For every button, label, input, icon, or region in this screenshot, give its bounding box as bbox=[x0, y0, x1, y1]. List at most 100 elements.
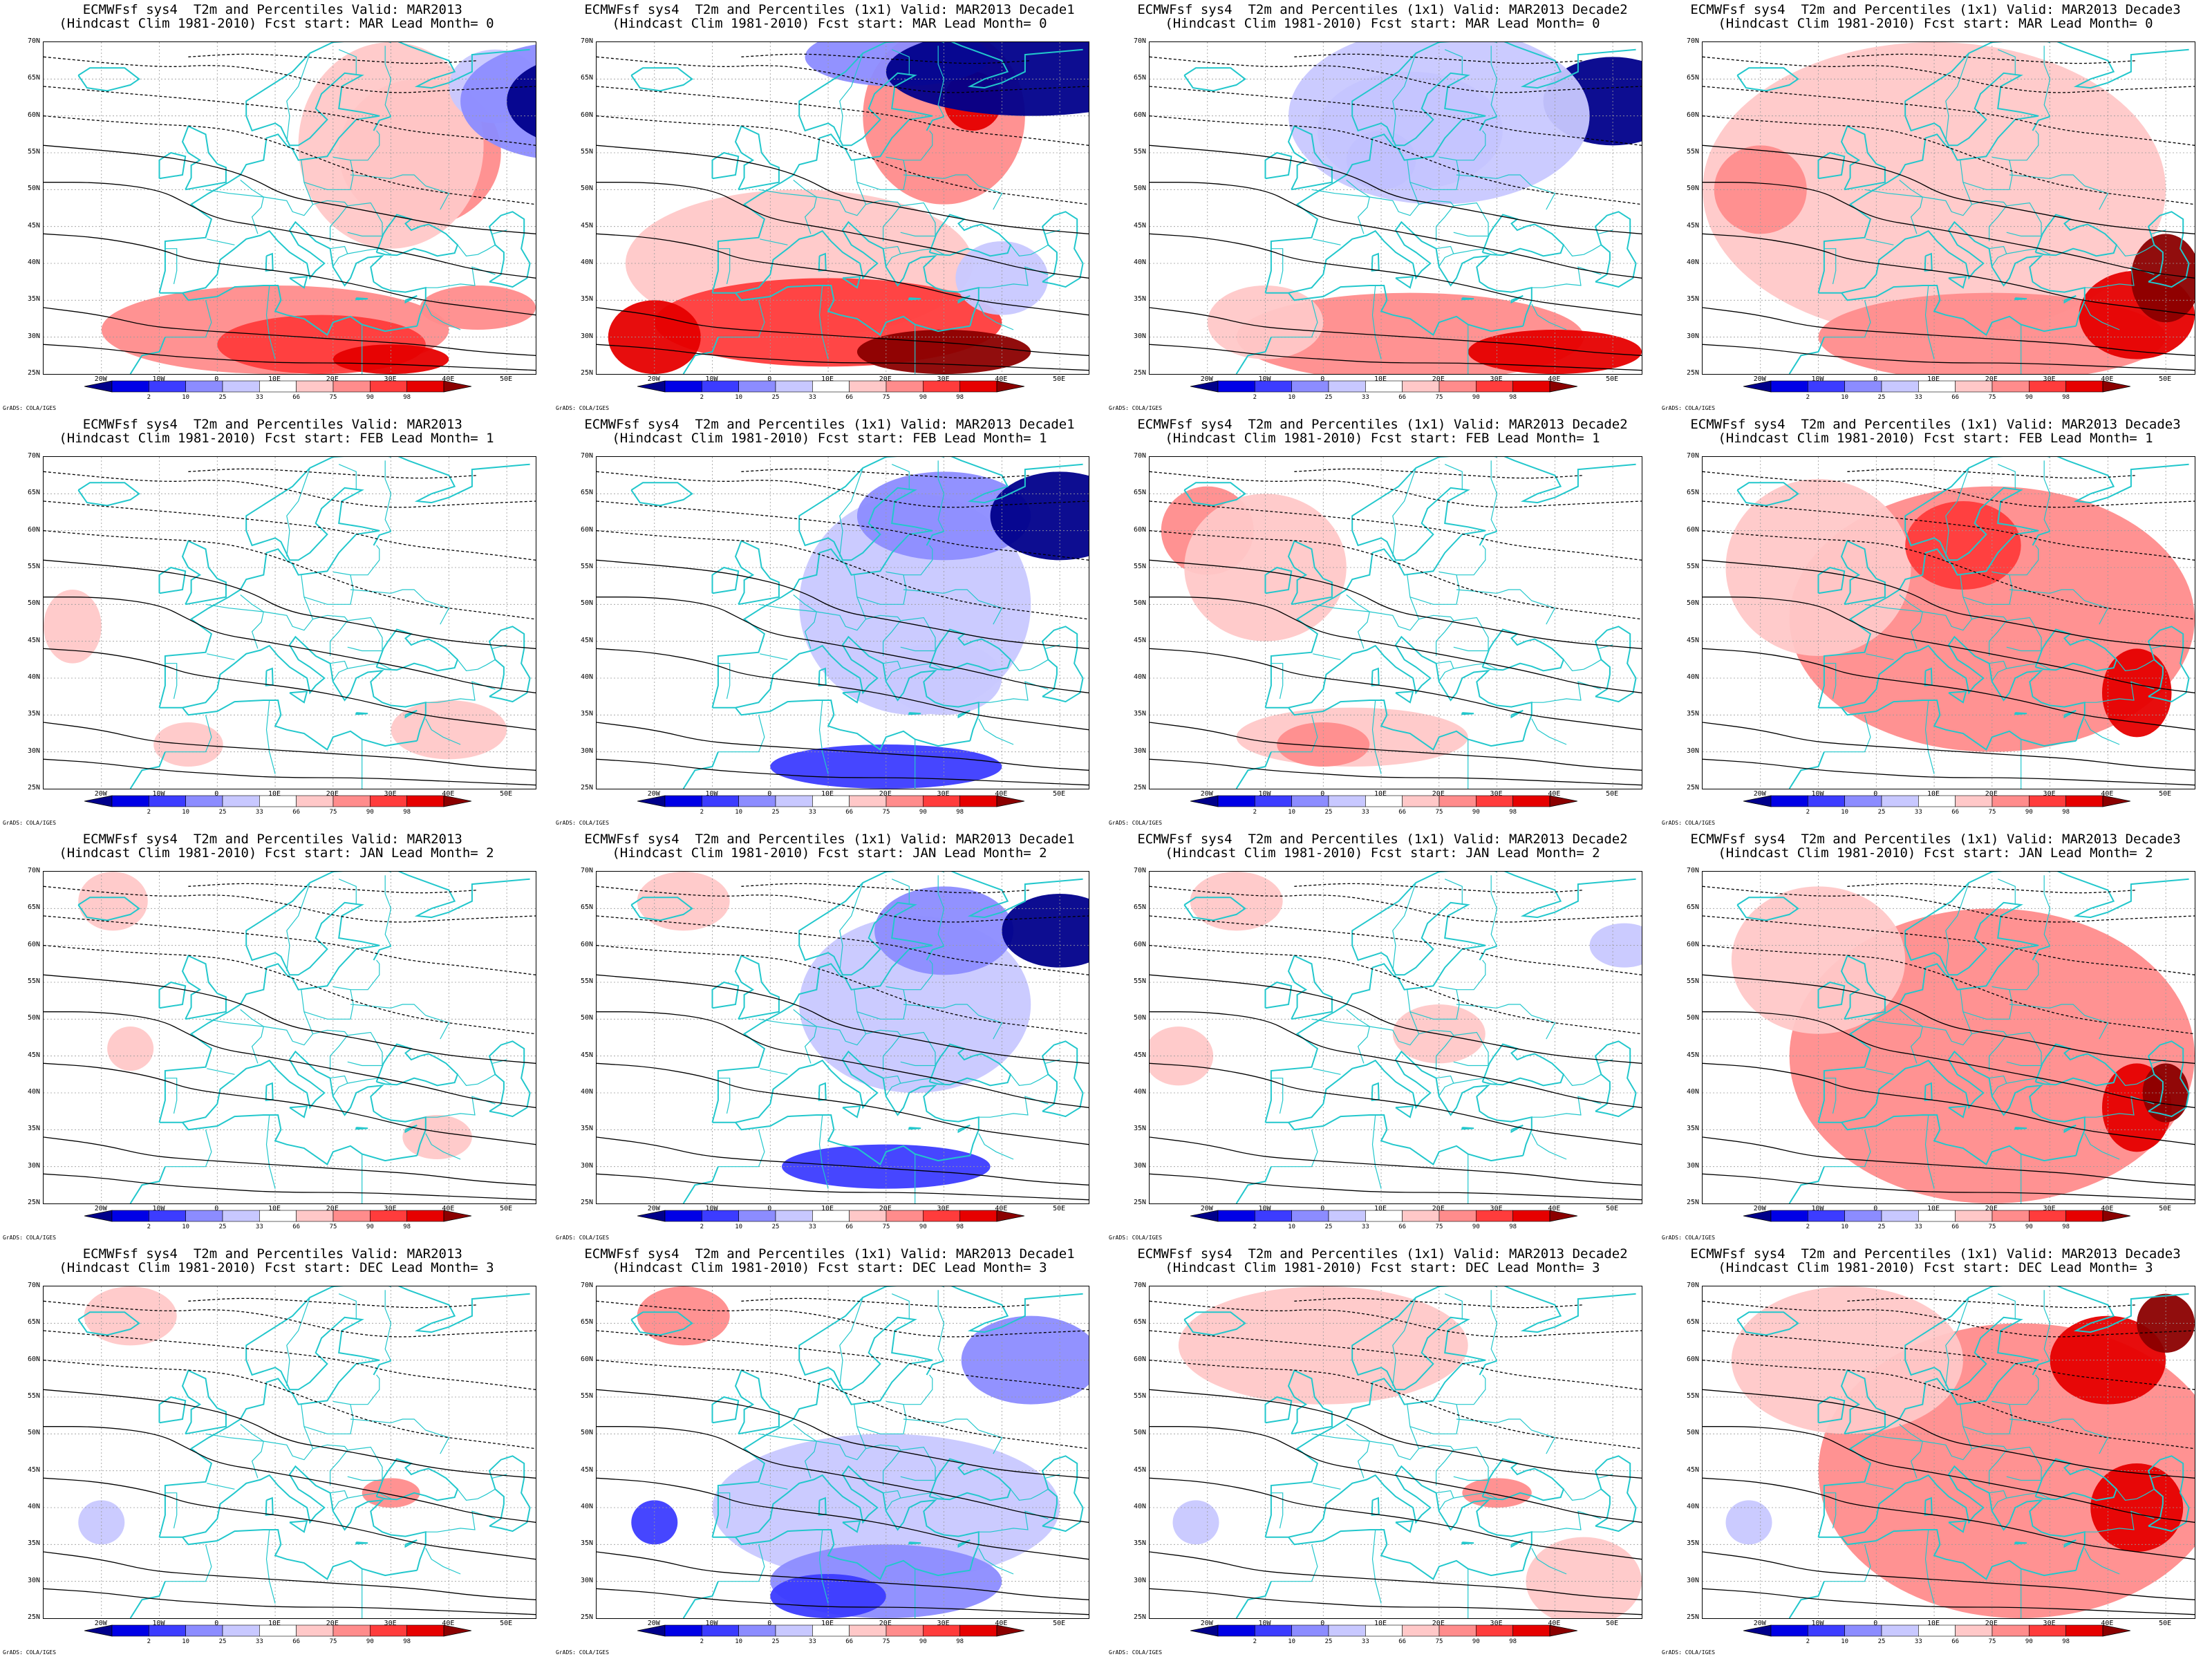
lon-tick-label: 30E bbox=[384, 375, 397, 383]
lon-tick-label: 0 bbox=[767, 375, 772, 383]
lat-tick-label: 40N bbox=[1686, 673, 1699, 681]
colorbar-low-end bbox=[1743, 1624, 1772, 1637]
colorbar-segment bbox=[849, 1624, 887, 1637]
coastline bbox=[1817, 981, 1846, 1009]
lat-tick-label: 30N bbox=[1133, 747, 1146, 755]
hindcast-clim: (Hindcast Clim 1981-2010) bbox=[1718, 1260, 1916, 1275]
percentile-colorbar bbox=[1743, 380, 2131, 395]
lon-tick-label: 0 bbox=[1873, 375, 1878, 383]
country-border bbox=[1989, 620, 2007, 656]
colorbar-segment bbox=[2065, 1210, 2103, 1222]
country-border bbox=[240, 594, 264, 649]
coastline bbox=[1841, 700, 2077, 751]
lat-tick-label: 70N bbox=[1686, 867, 1699, 874]
isotherm-line bbox=[597, 559, 1089, 649]
country-border bbox=[1456, 589, 1556, 625]
country-border bbox=[350, 130, 380, 161]
colorbar-tick-label: 75 bbox=[882, 1224, 890, 1230]
colorbar-segment bbox=[1217, 1210, 1255, 1222]
panel-title-line1: ECMWFsf sys4 T2m and Percentiles (1x1) V… bbox=[1106, 3, 1659, 17]
coastline bbox=[158, 872, 391, 1123]
grads-credit: GrADS: COLA/IGES bbox=[1109, 1235, 1163, 1241]
country-border bbox=[1824, 1544, 1871, 1582]
title-period: Decade1 bbox=[1019, 2, 1075, 17]
title-prefix: ECMWFsf sys4 T2m and Percentiles bbox=[82, 832, 344, 847]
title-period: Decade3 bbox=[2125, 2, 2181, 17]
forecast-map-panel: ECMWFsf sys4 T2m and Percentiles (1x1) V… bbox=[1106, 0, 1659, 415]
coastline bbox=[158, 1286, 391, 1537]
lon-tick-label: 20E bbox=[326, 1205, 339, 1212]
percentile-shading-region bbox=[44, 590, 102, 664]
isotherm-line bbox=[1703, 233, 2195, 316]
map-svg bbox=[44, 872, 536, 1203]
isotherm-line bbox=[1150, 1330, 1642, 1390]
lon-tick-label: 50E bbox=[1606, 375, 1619, 383]
country-border bbox=[165, 248, 178, 285]
lon-tick-label: 30E bbox=[1490, 1620, 1503, 1627]
isotherm-line bbox=[1150, 115, 1642, 205]
colorbar-tick-label: 33 bbox=[1361, 809, 1369, 816]
coastline bbox=[1264, 981, 1293, 1009]
isotherm-line bbox=[1703, 530, 2195, 620]
country-border bbox=[2043, 460, 2051, 532]
coastline bbox=[712, 635, 980, 741]
colorbar-tick-label: 98 bbox=[403, 1638, 411, 1645]
percentile-map bbox=[1149, 871, 1642, 1204]
isotherm-line bbox=[597, 471, 1089, 508]
lat-tick-label: 55N bbox=[27, 1392, 40, 1400]
colorbar-tick-label: 66 bbox=[1951, 1638, 1960, 1645]
lat-tick-label: 40N bbox=[580, 259, 593, 266]
colorbar-segment bbox=[664, 795, 702, 807]
title-prefix: ECMWFsf sys4 T2m and Percentiles bbox=[1690, 2, 1951, 17]
lat-tick-label: 45N bbox=[1686, 1051, 1699, 1059]
colorbar-tick-label: 10 bbox=[1288, 1638, 1296, 1645]
colorbar-segment bbox=[775, 795, 813, 807]
isotherm-line bbox=[1703, 1173, 2195, 1201]
lat-tick-label: 30N bbox=[1686, 332, 1699, 340]
colorbar-segment bbox=[1881, 380, 1919, 393]
lat-tick-label: 30N bbox=[580, 747, 593, 755]
colorbar-high-end bbox=[2102, 1210, 2131, 1222]
colorbar-segment bbox=[923, 795, 960, 807]
forecast-map-panel: ECMWFsf sys4 T2m and Percentiles Valid: … bbox=[0, 830, 553, 1244]
title-valid-label: Valid: bbox=[900, 417, 948, 432]
country-border bbox=[718, 715, 765, 753]
lon-tick-label: 20E bbox=[326, 375, 339, 383]
lon-tick-label: 50E bbox=[1053, 790, 1066, 798]
colorbar-tick-label: 2 bbox=[1253, 1224, 1257, 1230]
colorbar-tick-label: 25 bbox=[218, 1224, 227, 1230]
colorbar-segment bbox=[259, 1210, 297, 1222]
fcst-start-month: DEC bbox=[912, 1260, 937, 1275]
panel-title-line1: ECMWFsf sys4 T2m and Percentiles (1x1) V… bbox=[1659, 3, 2212, 17]
colorbar-tick-label: 98 bbox=[956, 809, 964, 816]
isotherm-line bbox=[44, 559, 536, 649]
country-border bbox=[2084, 303, 2120, 330]
country-border bbox=[865, 200, 936, 236]
panel-title-line2: (Hindcast Clim 1981-2010) Fcst start: JA… bbox=[1659, 846, 2212, 860]
country-border bbox=[1436, 1035, 1454, 1071]
coastline bbox=[1183, 1311, 1246, 1336]
forecast-map-panel: ECMWFsf sys4 T2m and Percentiles (1x1) V… bbox=[1659, 0, 2212, 415]
coastline bbox=[1817, 872, 2050, 1123]
colorbar-segment bbox=[1328, 1624, 1366, 1637]
country-border bbox=[2038, 663, 2050, 670]
coastline bbox=[1841, 285, 2077, 337]
lat-tick-label: 40N bbox=[1133, 1088, 1146, 1096]
lat-tick-label: 25N bbox=[1686, 369, 1699, 377]
colorbar-tick-label: 66 bbox=[1951, 1224, 1960, 1230]
colorbar-segment bbox=[149, 1210, 186, 1222]
isotherm-line bbox=[44, 307, 536, 356]
percentile-map bbox=[1149, 1286, 1642, 1619]
title-valid-month: MAR2013 bbox=[2062, 2, 2118, 17]
lat-tick-label: 55N bbox=[1686, 148, 1699, 156]
lat-tick-label: 35N bbox=[27, 1125, 40, 1133]
lon-tick-label: 20W bbox=[1753, 375, 1766, 383]
percentile-colorbar bbox=[1190, 795, 1578, 810]
isotherm-line bbox=[44, 1551, 536, 1600]
colorbar-segment bbox=[149, 795, 186, 807]
country-border bbox=[1313, 238, 1341, 245]
isotherm-line bbox=[1150, 471, 1642, 508]
lat-tick-label: 50N bbox=[580, 1014, 593, 1022]
colorbar-segment bbox=[111, 380, 149, 393]
country-border bbox=[1271, 1492, 1284, 1529]
